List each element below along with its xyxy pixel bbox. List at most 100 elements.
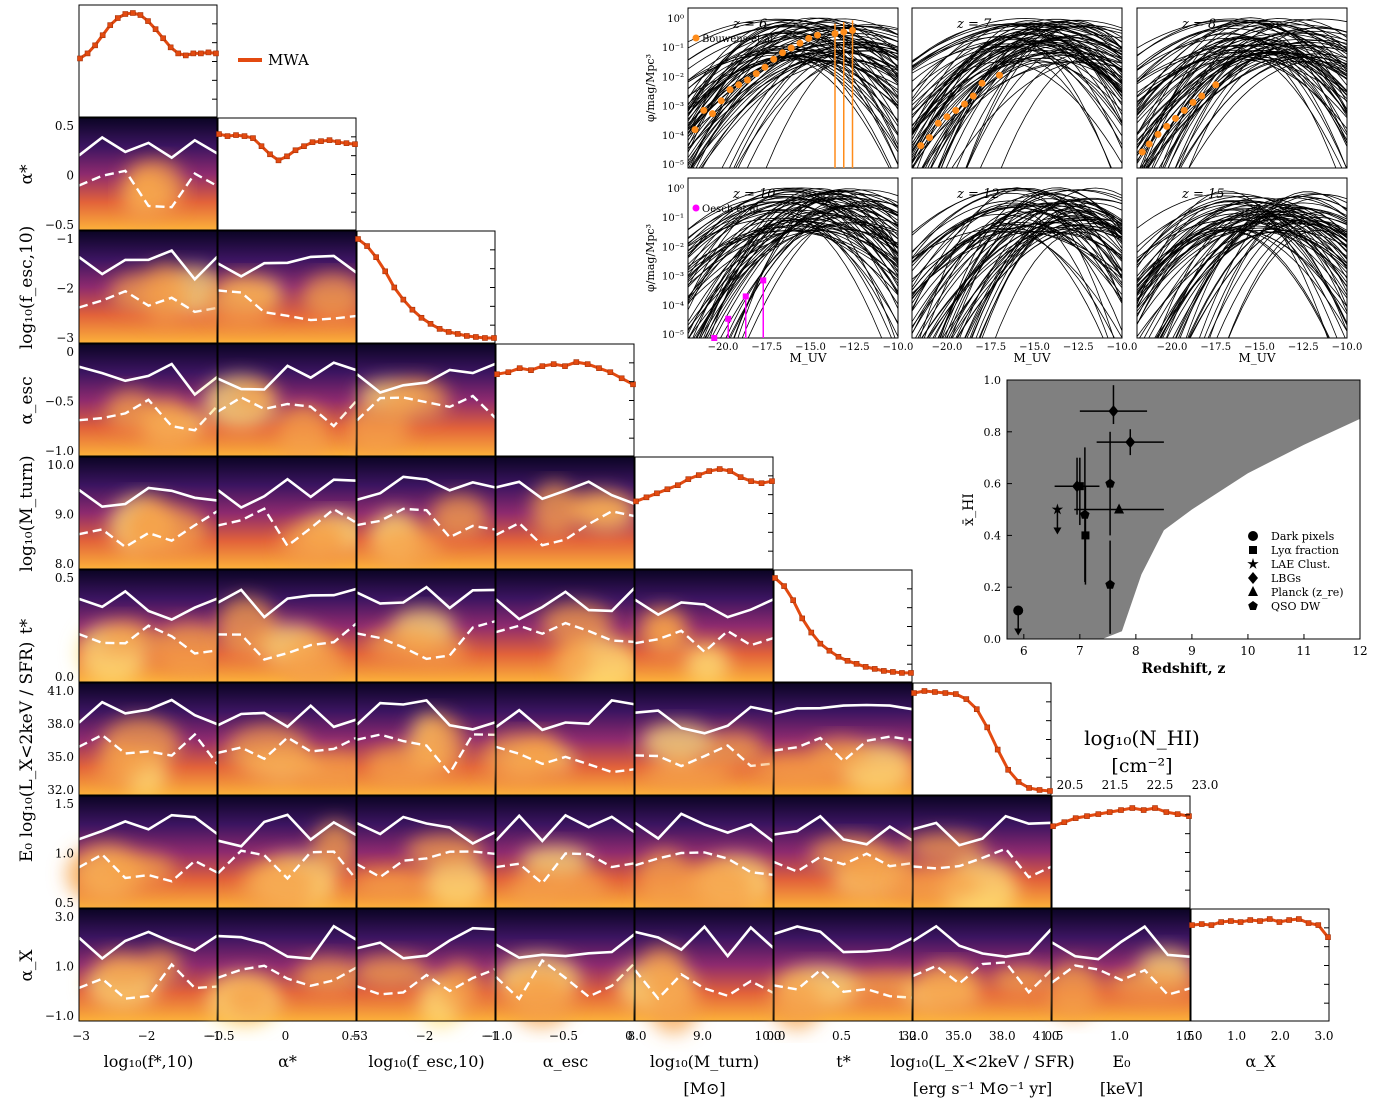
posterior-point — [1266, 916, 1273, 922]
density-panel-alphaesc-e0 — [495, 795, 636, 911]
x-tick-label: 6 — [1020, 644, 1028, 658]
obs-point — [840, 28, 848, 36]
posterior-point — [463, 333, 470, 339]
obs-point — [711, 335, 718, 341]
posterior-point — [781, 583, 787, 589]
model-curve — [1137, 18, 1347, 149]
density-peak — [704, 730, 764, 768]
model-curve — [1156, 210, 1347, 338]
y-tick-label: 35.0 — [47, 750, 74, 764]
y-tick-label: −2 — [56, 282, 74, 296]
posterior-point — [1208, 922, 1215, 928]
x-tick-label: −20.0 — [932, 342, 963, 353]
model-curve — [912, 222, 1104, 338]
data-point — [1079, 385, 1148, 425]
contour-68 — [78, 169, 219, 209]
contour-68 — [217, 736, 358, 761]
obs-point — [917, 142, 925, 150]
contour-68 — [78, 398, 219, 432]
posterior-point — [1129, 805, 1136, 811]
model-curve — [1158, 41, 1347, 168]
obs-point — [742, 293, 749, 300]
redshift-label: z = 12 — [956, 187, 1000, 202]
model-curve — [955, 227, 1122, 338]
model-curve — [688, 19, 898, 111]
model-curve — [912, 229, 1115, 338]
x-tick-label: 11 — [1296, 644, 1311, 658]
y-tick-label: 0.2 — [984, 581, 1002, 594]
posterior-point — [1174, 811, 1181, 817]
panel-frame — [356, 343, 496, 457]
posterior-point — [1163, 809, 1170, 815]
model-curve — [688, 32, 898, 166]
model-curve — [688, 221, 898, 338]
contour-95 — [912, 814, 1053, 847]
density-panel-alphastar-alphaesc — [202, 343, 358, 464]
panel-frame — [634, 456, 774, 570]
posterior-point — [853, 661, 860, 667]
posterior-point — [409, 306, 416, 313]
y-tick-label: 0 — [66, 169, 74, 183]
model-curve — [688, 209, 898, 337]
model-curve — [1165, 213, 1347, 338]
posterior-point — [445, 329, 452, 335]
density-peak — [555, 869, 607, 903]
panel-frame — [495, 569, 635, 683]
contour-68 — [634, 969, 775, 1001]
marginal-panel-tstar — [772, 569, 914, 683]
posterior-point — [908, 670, 914, 676]
density-panel-fstar-alphax — [78, 908, 219, 1022]
density-peak — [438, 962, 480, 1012]
lf-panel-4: z = 12 −20.0 −17.5 −15.0 −12.5 −10.0 M_UV — [911, 177, 1137, 365]
x-tick-label: 1.5 — [1175, 1029, 1194, 1043]
panel-frame — [911, 7, 1123, 169]
density-glow — [105, 389, 207, 460]
y-tick-label: 38.0 — [47, 717, 74, 731]
y-axis-label: φ/mag/Mpc³ — [644, 54, 657, 122]
posterior-point — [1325, 934, 1331, 941]
posterior-point — [716, 466, 723, 472]
contour-95 — [78, 135, 219, 160]
density-glow — [205, 273, 364, 327]
model-curve — [912, 46, 1122, 137]
panel-frame — [356, 230, 496, 344]
model-curve — [1137, 200, 1338, 338]
model-curve — [688, 230, 898, 277]
density-panel-fstar-mturn — [78, 456, 219, 570]
legend-marker — [1248, 601, 1258, 610]
marginal-panel-lx — [911, 682, 1053, 796]
panel-frame — [78, 456, 218, 570]
posterior-point — [250, 135, 256, 141]
obs-legend-label: Oesch et al. — [702, 204, 762, 215]
contour-68 — [356, 967, 497, 996]
x-tick-label: −0.5 — [205, 1029, 234, 1043]
model-curve — [1137, 192, 1347, 252]
density-peak — [1045, 962, 1100, 1020]
x-tick-label: 1.0 — [1227, 1029, 1246, 1043]
contour-95 — [217, 924, 358, 961]
x-tick-label: 0.5 — [832, 1029, 851, 1043]
model-curve — [1137, 219, 1347, 299]
y-axis-label-mturn: log₁₀(M_turn) — [17, 455, 37, 571]
density-panel-fesc-tstar — [356, 569, 497, 683]
posterior-point — [92, 42, 98, 49]
y-axis-label-lx: log₁₀(L_X<2keV / SFR) — [17, 642, 37, 838]
panel-frame — [217, 795, 357, 909]
density-glow — [206, 957, 362, 1027]
x-axis-unit-e0: [keV] — [1100, 1079, 1143, 1098]
x-tick-label: −0.5 — [549, 1029, 578, 1043]
posterior-point — [984, 724, 991, 731]
model-curve — [688, 56, 890, 168]
marker-star — [1051, 503, 1064, 515]
corner-plot: 0.50−0.5α*−1−2−3log₁₀(f_esc,10)0−0.5−1.0… — [17, 4, 1334, 1098]
y-tick-label: 10⁻³ — [662, 272, 684, 283]
contour-68 — [1051, 964, 1192, 997]
posterior-point — [769, 478, 775, 484]
model-curve — [1137, 21, 1347, 108]
density-glow — [891, 833, 1018, 921]
model-curve — [1137, 44, 1347, 103]
density-glow — [770, 964, 930, 1030]
model-curve — [688, 211, 898, 322]
y-tick-label: 10⁻¹ — [662, 213, 684, 224]
density-panel-e0-alphax — [1045, 908, 1197, 1022]
